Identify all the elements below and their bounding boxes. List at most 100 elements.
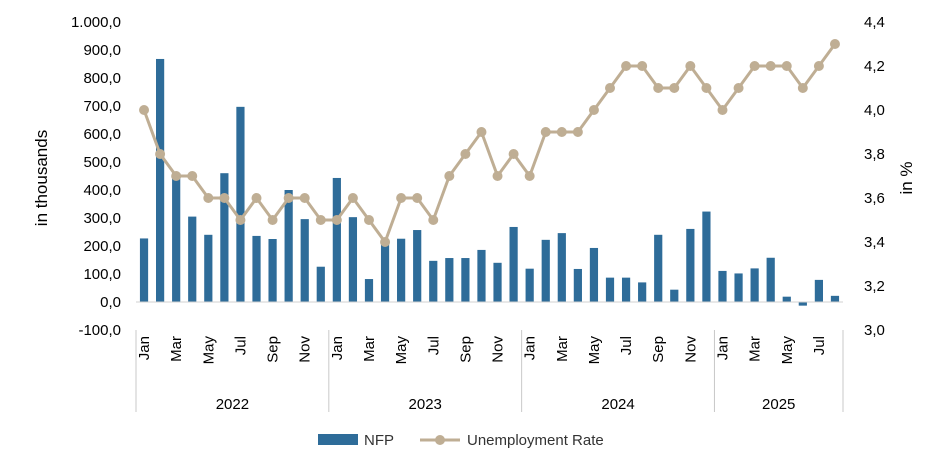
unemployment-rate-point — [428, 215, 439, 225]
nfp-bar — [397, 238, 406, 302]
nfp-bar — [156, 58, 165, 303]
unemployment-rate-point — [315, 215, 326, 225]
month-tick-label: Mar — [361, 336, 378, 362]
month-tick-label: Jul — [232, 336, 249, 355]
year-label: 2022 — [216, 396, 249, 413]
nfp-bar — [364, 279, 374, 302]
nfp-bar — [654, 234, 663, 302]
unemployment-rate-point — [556, 127, 567, 137]
nfp-bar — [718, 270, 727, 302]
unemployment-rate-point — [203, 193, 214, 203]
unemployment-rate-point — [444, 171, 455, 181]
month-tick-label: Sep — [265, 336, 282, 363]
right-tick-label: 3,6 — [864, 190, 885, 207]
unemployment-rate-point — [363, 215, 374, 225]
unemployment-rate-point — [572, 127, 583, 137]
legend: NFP Unemployment Rate — [318, 432, 604, 449]
unemployment-rate-point — [476, 127, 487, 137]
unemployment-rate-point — [749, 61, 760, 71]
left-tick-label: 500,0 — [83, 154, 121, 171]
nfp-bar — [380, 240, 390, 302]
unemployment-rate-point — [669, 83, 680, 93]
unemployment-rate-point — [733, 83, 744, 93]
unemployment-rate-point — [829, 39, 840, 49]
nfp-bar — [750, 268, 759, 302]
unemployment-rate-point — [813, 61, 824, 71]
left-tick-label: 400,0 — [83, 182, 121, 199]
left-tick-label: 300,0 — [83, 210, 121, 227]
left-tick-label: 200,0 — [83, 238, 121, 255]
year-label: 2025 — [762, 396, 795, 413]
right-axis-ticks: 3,0 3,2 3,4 3,6 3,8 4,0 4,2 4,4 — [864, 14, 885, 339]
nfp-bar — [172, 173, 181, 302]
right-tick-label: 4,2 — [864, 58, 885, 75]
unemployment-rate-point — [685, 61, 696, 71]
nfp-bar — [139, 238, 149, 302]
month-tick-label: May — [586, 336, 603, 365]
unemployment-rate-point — [412, 193, 423, 203]
unemployment-rate-point — [605, 83, 616, 93]
nfp-bar — [686, 228, 695, 302]
month-tick-label: Mar — [747, 336, 764, 362]
nfp-bar — [445, 258, 454, 302]
unemployment-rate-point — [155, 149, 166, 159]
unemployment-rate-series-line — [142, 43, 837, 244]
right-tick-label: 4,4 — [864, 14, 885, 31]
left-axis-ticks: -100,0 0,0 100,0 200,0 300,0 400,0 500,0 600,0 7… — [71, 14, 121, 339]
unemployment-rate-point — [396, 193, 407, 203]
nfp-bar — [702, 211, 711, 302]
unemployment-rate-point — [621, 61, 632, 71]
nfp-bar — [589, 247, 599, 302]
nfp-bar — [220, 173, 229, 302]
month-tick-label: Jan — [136, 336, 153, 360]
left-tick-label: 600,0 — [83, 126, 121, 143]
left-tick-label: 1.000,0 — [71, 14, 121, 31]
left-tick-label: 800,0 — [83, 70, 121, 87]
nfp-bar — [621, 277, 631, 302]
month-tick-label: Mar — [168, 336, 185, 362]
right-tick-label: 3,2 — [864, 278, 885, 295]
nfp-bar — [573, 268, 582, 302]
nfp-bar — [638, 282, 647, 302]
nfp-bar — [766, 257, 775, 302]
month-tick-label: Sep — [457, 336, 474, 363]
nfp-bar — [332, 177, 341, 302]
unemployment-rate-point — [460, 149, 471, 159]
nfp-bar — [493, 262, 502, 302]
nfp-bar — [798, 302, 807, 306]
legend-unemployment-marker — [435, 435, 445, 445]
unemployment-rate-line — [139, 39, 840, 247]
left-tick-label: -100,0 — [78, 322, 121, 339]
right-tick-label: 3,8 — [864, 146, 885, 163]
left-tick-label: 900,0 — [83, 42, 121, 59]
legend-nfp-label: NFP — [364, 432, 394, 449]
month-tick-label: Jan — [714, 336, 731, 360]
nfp-bar — [830, 295, 840, 302]
left-tick-label: 100,0 — [83, 266, 121, 283]
unemployment-rate-point — [235, 215, 246, 225]
nfp-bar — [670, 289, 679, 302]
nfp-bar — [284, 190, 293, 302]
unemployment-rate-point — [139, 105, 150, 115]
unemployment-rate-point — [524, 171, 535, 181]
left-axis-title: in thousands — [32, 130, 51, 226]
x-axis: Jan Mar May Jul Sep Nov Jan Mar May Jul Sep Nov Jan M… — [135, 301, 844, 413]
nfp-bar — [429, 260, 438, 302]
month-tick-label: Mar — [554, 336, 571, 362]
month-tick-label: Jan — [522, 336, 539, 360]
month-tick-label: May — [779, 336, 796, 365]
year-label: 2024 — [601, 396, 634, 413]
month-tick-label: Nov — [682, 336, 699, 363]
left-tick-label: 0,0 — [100, 294, 121, 311]
unemployment-rate-point — [781, 61, 792, 71]
unemployment-rate-point — [492, 171, 503, 181]
nfp-bar — [300, 219, 309, 302]
year-label: 2023 — [409, 396, 442, 413]
unemployment-rate-point — [508, 149, 519, 159]
month-tick-label: Jul — [425, 336, 442, 355]
unemployment-rate-point — [701, 83, 712, 93]
unemployment-rate-point — [251, 193, 262, 203]
legend-unemployment-label: Unemployment Rate — [467, 432, 604, 449]
nfp-bar — [316, 266, 325, 302]
